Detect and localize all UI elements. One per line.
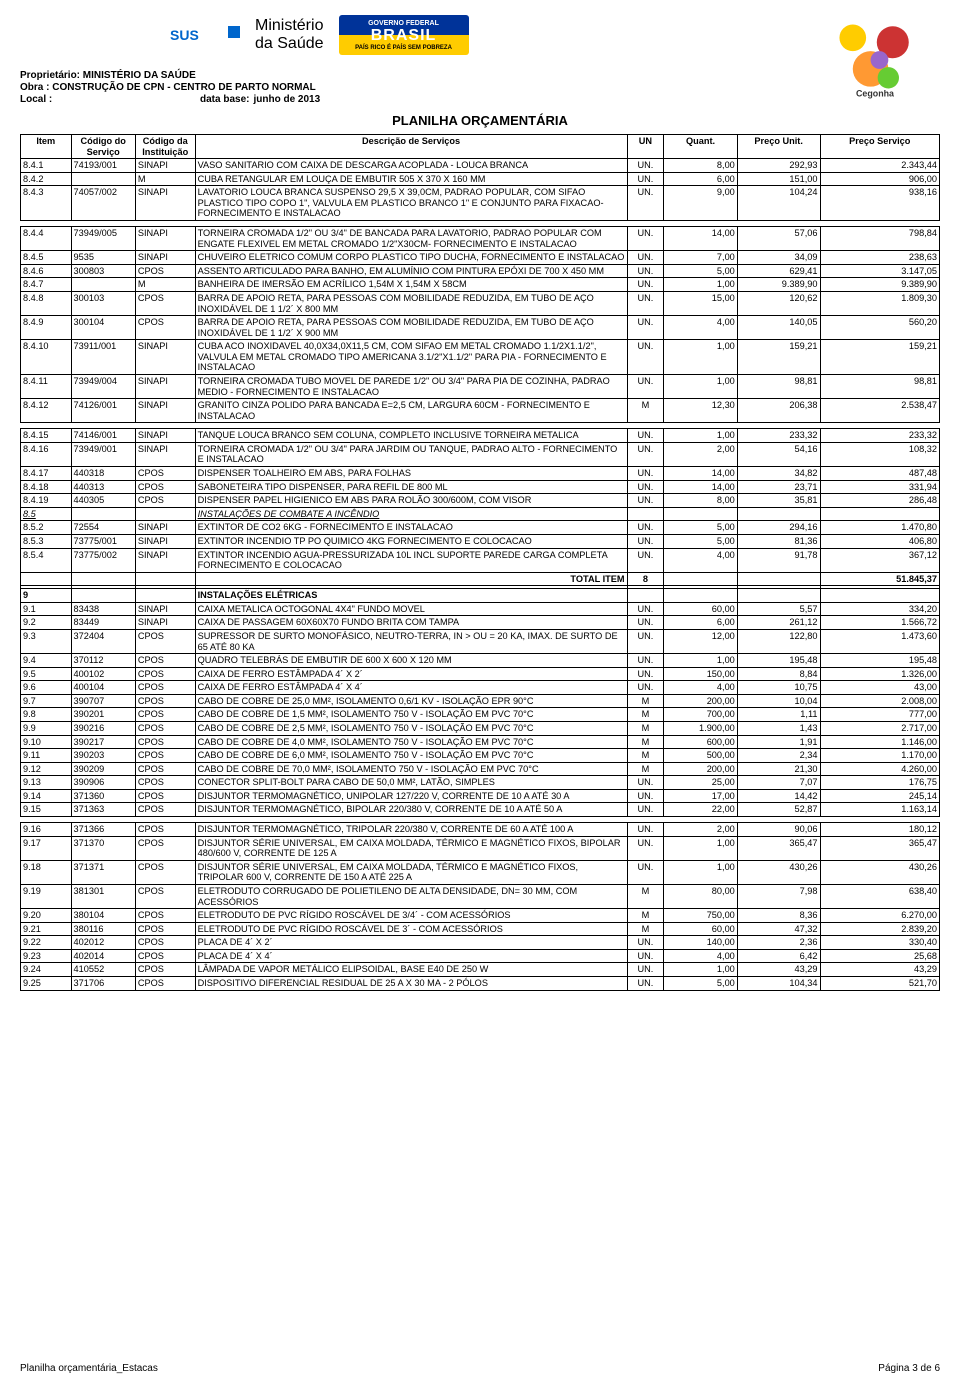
logo-sus: SUS — [170, 18, 240, 53]
table-body: 8.4.174193/001SINAPIVASO SANITARIO COM C… — [21, 159, 940, 990]
table-row: 9.13390906CPOSCONECTOR SPLIT-BOLT PARA C… — [21, 776, 940, 790]
table-row: 9.18371371CPOSDISJUNTOR SÉRIE UNIVERSAL,… — [21, 860, 940, 884]
table-row: 9.21380116CPOSELETRODUTO DE PVC RÍGIDO R… — [21, 922, 940, 936]
table-row: 8.5INSTALAÇÕES DE COMBATE A INCÊNDIO — [21, 507, 940, 521]
svg-text:Cegonha: Cegonha — [856, 88, 894, 98]
table-row: 9.183438SINAPICAIXA METALICA OCTOGONAL 4… — [21, 602, 940, 616]
table-row: 8.4.7MBANHEIRA DE IMERSÃO EM ACRÍLICO 1,… — [21, 278, 940, 292]
table-row: 8.4.1073911/001SINAPICUBA ACO INOXIDAVEL… — [21, 340, 940, 375]
col-cod: Código do Serviço — [71, 135, 135, 159]
table-row: TOTAL ITEM851.845,37 — [21, 572, 940, 586]
table-row: 8.4.1673949/001SINAPITORNEIRA CROMADA 1/… — [21, 442, 940, 466]
table-row: 9.15371363CPOSDISJUNTOR TERMOMAGNÉTICO, … — [21, 803, 940, 817]
doc-title: PLANILHA ORÇAMENTÁRIA — [20, 113, 940, 128]
col-desc: Descrição de Serviços — [195, 135, 627, 159]
table-row: 8.4.6300803CPOSASSENTO ARTICULADO PARA B… — [21, 264, 940, 278]
table-row: 9.24410552CPOSLÂMPADA DE VAPOR METÁLICO … — [21, 963, 940, 977]
table-row: 9.19381301CPOSELETRODUTO CORRUGADO DE PO… — [21, 884, 940, 908]
table-row: 9.5400102CPOSCAIXA DE FERRO ESTÂMPADA 4´… — [21, 667, 940, 681]
table-row: 8.4.18440313CPOSSABONETEIRA TIPO DISPENS… — [21, 480, 940, 494]
table-row: 9.16371366CPOSDISJUNTOR TERMOMAGNÉTICO, … — [21, 823, 940, 837]
col-inst: Código da Instituição — [135, 135, 195, 159]
table-row: 9INSTALAÇÕES ELÉTRICAS — [21, 589, 940, 603]
table-row: 9.22402012CPOSPLACA DE 4´ X 2´UN.140,002… — [21, 936, 940, 950]
table-row: 9.11390203CPOSCABO DE COBRE DE 6,0 MM², … — [21, 749, 940, 763]
table-row: 9.23402014CPOSPLACA DE 4´ X 4´UN.4,006,4… — [21, 949, 940, 963]
table-row: 8.4.1274126/001SINAPIGRANITO CINZA POLID… — [21, 399, 940, 423]
budget-table: Item Código do Serviço Código da Institu… — [20, 134, 940, 991]
table-row: 9.12390209CPOSCABO DE COBRE DE 70,0 MM²,… — [21, 762, 940, 776]
table-row: 8.5.473775/002SINAPIEXTINTOR INCENDIO AG… — [21, 548, 940, 572]
table-row: 9.25371706CPOSDISPOSITIVO DIFERENCIAL RE… — [21, 977, 940, 991]
col-item: Item — [21, 135, 72, 159]
table-row: 8.4.174193/001SINAPIVASO SANITARIO COM C… — [21, 159, 940, 173]
table-row: 8.4.374057/002SINAPILAVATORIO LOUCA BRAN… — [21, 186, 940, 221]
table-row: 8.4.1173949/004SINAPITORNEIRA CROMADA TU… — [21, 374, 940, 398]
logo-brasil: GOVERNO FEDERAL BRASIL PAÍS RICO É PAÍS … — [339, 15, 469, 55]
table-row: 8.4.473949/005SINAPITORNEIRA CROMADA 1/2… — [21, 227, 940, 251]
table-row: 9.7390707CPOSCABO DE COBRE DE 25,0 MM², … — [21, 694, 940, 708]
header-logos: SUS Ministérioda Saúde GOVERNO FEDERAL B… — [20, 15, 940, 55]
table-row: 9.4370112CPOSQUADRO TELEBRÁS DE EMBUTIR … — [21, 654, 940, 668]
table-row: 8.4.1574146/001SINAPITANQUE LOUCA BRANCO… — [21, 429, 940, 443]
table-row: 8.4.9300104CPOSBARRA DE APOIO RETA, PARA… — [21, 316, 940, 340]
footer-left: Planilha orçamentária_Estacas — [20, 1363, 158, 1374]
col-qt: Quant. — [664, 135, 738, 159]
table-row: 8.4.59535SINAPICHUVEIRO ELETRICO COMUM C… — [21, 251, 940, 265]
logo-cegonha: Cegonha — [830, 20, 920, 100]
table-row: 9.6400104CPOSCAIXA DE FERRO ESTÂMPADA 4´… — [21, 681, 940, 695]
table-row: 8.4.17440318CPOSDISPENSER TOALHEIRO EM A… — [21, 467, 940, 481]
table-row: 9.10390217CPOSCABO DE COBRE DE 4,0 MM², … — [21, 735, 940, 749]
table-row: 9.14371360CPOSDISJUNTOR TERMOMAGNÉTICO, … — [21, 789, 940, 803]
col-ps: Preço Serviço — [820, 135, 940, 159]
table-row: 9.283449SINAPICAIXA DE PASSAGEM 60X60X70… — [21, 616, 940, 630]
table-row: 8.4.19440305CPOSDISPENSER PAPEL HIGIENIC… — [21, 494, 940, 508]
table-row: 8.4.8300103CPOSBARRA DE APOIO RETA, PARA… — [21, 291, 940, 315]
table-row: 9.20380104CPOSELETRODUTO DE PVC RÍGIDO R… — [21, 909, 940, 923]
logo-ministerio: Ministérioda Saúde — [255, 17, 324, 53]
table-row: 9.9390216CPOSCABO DE COBRE DE 2,5 MM², I… — [21, 722, 940, 736]
owner-block: Proprietário: MINISTÉRIO DA SAÚDE Obra :… — [20, 70, 940, 105]
col-un: UN — [627, 135, 664, 159]
table-row: 9.17371370CPOSDISJUNTOR SÉRIE UNIVERSAL,… — [21, 836, 940, 860]
footer-right: Página 3 de 6 — [878, 1363, 940, 1374]
table-row: 9.8390201CPOSCABO DE COBRE DE 1,5 MM², I… — [21, 708, 940, 722]
col-pu: Preço Unit. — [737, 135, 820, 159]
table-row: 8.5.272554SINAPIEXTINTOR DE CO2 6KG - FO… — [21, 521, 940, 535]
table-row: 8.5.373775/001SINAPIEXTINTOR INCENDIO TP… — [21, 534, 940, 548]
page-footer: Planilha orçamentária_Estacas Página 3 d… — [20, 1363, 940, 1374]
table-head: Item Código do Serviço Código da Institu… — [21, 135, 940, 159]
table-row: 9.3372404CPOSSUPRESSOR DE SURTO MONOFÁSI… — [21, 629, 940, 653]
table-row: 8.4.2MCUBA RETANGULAR EM LOUÇA DE EMBUTI… — [21, 172, 940, 186]
